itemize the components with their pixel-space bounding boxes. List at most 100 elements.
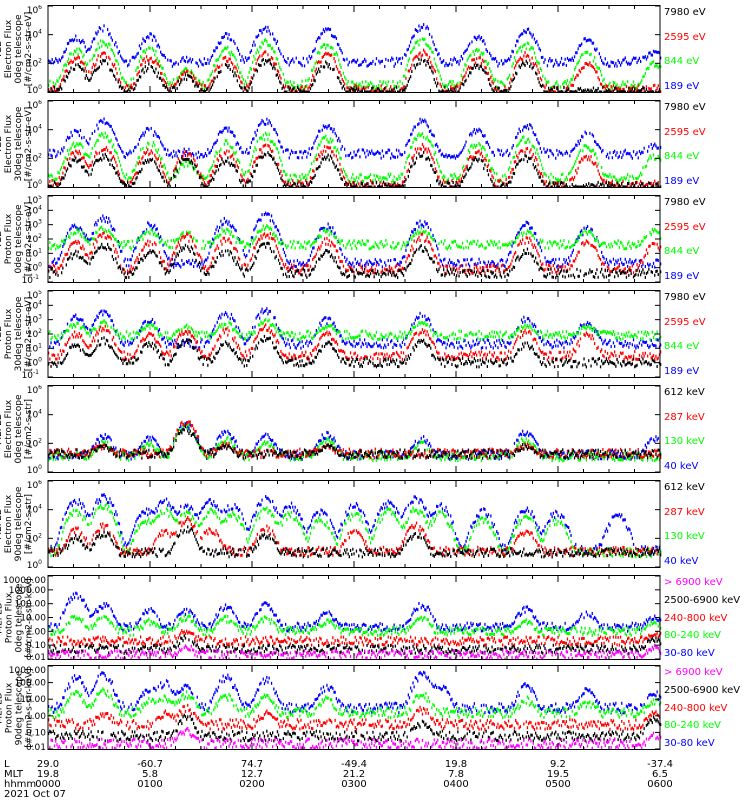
data-point xyxy=(56,261,58,265)
data-point xyxy=(454,184,457,188)
data-point xyxy=(430,129,432,133)
data-point xyxy=(641,88,643,91)
data-point xyxy=(275,163,277,166)
data-point xyxy=(219,164,221,168)
data-point xyxy=(335,154,337,158)
data-point xyxy=(635,153,637,157)
data-point xyxy=(112,73,115,77)
data-point xyxy=(228,51,230,55)
data-point xyxy=(272,66,274,70)
data-point xyxy=(451,174,453,178)
data-point xyxy=(152,225,155,229)
data-point xyxy=(178,264,181,268)
data-point xyxy=(478,257,480,261)
data-point xyxy=(520,231,523,235)
data-point xyxy=(61,78,63,82)
data-point xyxy=(640,152,642,156)
data-point xyxy=(582,90,584,93)
data-point xyxy=(414,137,416,141)
data-point xyxy=(447,177,449,181)
data-point xyxy=(51,174,53,178)
data-point xyxy=(476,264,478,268)
data-point xyxy=(616,151,618,155)
data-point xyxy=(381,149,383,153)
data-point xyxy=(486,240,488,244)
data-point xyxy=(164,166,166,170)
data-point xyxy=(208,151,210,155)
data-point xyxy=(530,32,532,36)
data-point xyxy=(57,181,59,185)
data-point xyxy=(286,80,288,84)
data-point xyxy=(431,69,433,73)
data-point xyxy=(116,152,118,155)
data-point xyxy=(142,67,144,71)
data-point xyxy=(202,80,204,84)
data-point xyxy=(512,62,514,65)
data-point xyxy=(282,179,284,183)
data-point xyxy=(618,154,620,158)
data-point xyxy=(387,58,389,62)
data-point xyxy=(621,61,623,65)
data-point xyxy=(420,58,422,62)
data-point xyxy=(114,166,116,170)
data-point xyxy=(445,246,447,250)
data-point xyxy=(438,253,440,257)
data-point xyxy=(73,38,76,42)
data-point xyxy=(176,154,178,158)
data-point xyxy=(446,247,448,251)
data-point xyxy=(311,180,313,184)
data-point xyxy=(201,153,203,157)
data-point xyxy=(401,153,404,157)
data-point xyxy=(399,183,401,187)
data-point xyxy=(460,55,462,58)
data-point xyxy=(490,84,492,88)
data-point xyxy=(356,241,359,245)
data-point xyxy=(186,157,188,161)
data-point xyxy=(288,88,290,92)
data-point xyxy=(307,241,309,245)
data-point xyxy=(552,241,554,245)
data-point xyxy=(628,179,630,183)
data-point xyxy=(428,55,431,59)
data-point xyxy=(599,182,602,186)
data-point xyxy=(405,248,407,252)
data-point xyxy=(660,90,662,93)
data-point xyxy=(282,247,284,251)
data-point xyxy=(572,165,574,169)
data-point xyxy=(121,241,123,245)
data-point xyxy=(563,239,565,242)
data-point xyxy=(325,125,327,129)
data-point xyxy=(622,89,624,93)
data-point xyxy=(531,35,533,39)
data-point xyxy=(432,157,434,161)
data-point xyxy=(180,60,182,63)
data-point xyxy=(202,155,204,159)
data-point xyxy=(500,89,503,93)
data-point xyxy=(624,177,626,181)
data-point xyxy=(312,169,314,173)
data-point xyxy=(184,73,187,77)
data-point xyxy=(524,64,526,67)
data-point xyxy=(424,148,426,152)
data-point xyxy=(162,175,164,179)
data-point xyxy=(494,265,497,268)
data-point xyxy=(59,168,62,172)
data-point xyxy=(138,170,141,174)
data-point xyxy=(384,261,386,265)
data-point xyxy=(489,158,491,162)
data-point xyxy=(262,28,264,31)
data-point xyxy=(56,244,58,248)
data-point xyxy=(564,178,566,182)
data-point xyxy=(421,223,424,227)
data-point xyxy=(447,261,449,265)
data-point xyxy=(243,253,245,257)
data-point xyxy=(386,242,388,246)
data-point xyxy=(77,230,79,234)
data-point xyxy=(196,239,198,243)
data-point xyxy=(524,150,526,154)
data-point xyxy=(300,84,302,87)
data-point xyxy=(570,245,572,249)
data-point xyxy=(51,154,53,158)
data-point xyxy=(257,155,260,159)
